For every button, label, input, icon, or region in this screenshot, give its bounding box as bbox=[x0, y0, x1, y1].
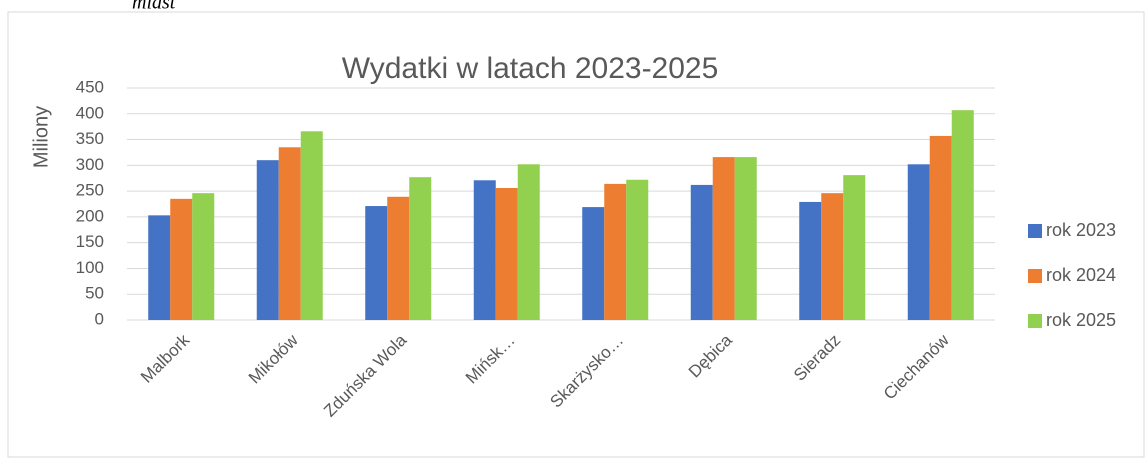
y-tick-label: 450 bbox=[76, 77, 104, 96]
y-tick-label: 400 bbox=[76, 103, 104, 122]
bar bbox=[843, 175, 866, 320]
y-tick-label: 100 bbox=[76, 258, 104, 277]
y-tick-label: 50 bbox=[85, 284, 104, 303]
y-tick-label: 300 bbox=[76, 155, 104, 174]
bar bbox=[907, 164, 930, 320]
bar bbox=[517, 164, 540, 320]
legend-swatch bbox=[1028, 314, 1042, 328]
legend-swatch bbox=[1028, 224, 1042, 238]
legend-label: rok 2024 bbox=[1046, 265, 1116, 285]
bar bbox=[170, 198, 193, 320]
bar bbox=[690, 184, 713, 320]
bar bbox=[409, 177, 432, 320]
bar bbox=[734, 157, 757, 320]
bar bbox=[626, 179, 649, 320]
bar bbox=[582, 207, 605, 320]
bar bbox=[495, 188, 518, 320]
legend-swatch bbox=[1028, 269, 1042, 283]
bar bbox=[278, 147, 301, 320]
caption: miast bbox=[132, 0, 176, 14]
bar bbox=[604, 183, 627, 320]
bar bbox=[929, 135, 952, 320]
y-tick-label: 150 bbox=[76, 232, 104, 251]
bar bbox=[799, 201, 822, 320]
bar bbox=[387, 196, 410, 320]
y-axis-label: Miliony bbox=[30, 106, 52, 168]
legend-label: rok 2025 bbox=[1046, 310, 1116, 330]
bar bbox=[365, 206, 388, 320]
bar bbox=[473, 180, 496, 320]
bar bbox=[300, 131, 323, 320]
y-tick-label: 350 bbox=[76, 129, 104, 148]
y-tick-label: 0 bbox=[95, 309, 104, 328]
bar bbox=[712, 157, 735, 320]
bar bbox=[192, 193, 215, 320]
bar bbox=[148, 215, 171, 320]
y-tick-label: 200 bbox=[76, 206, 104, 225]
legend-label: rok 2023 bbox=[1046, 220, 1116, 240]
y-tick-label: 250 bbox=[76, 181, 104, 200]
bar bbox=[951, 110, 974, 321]
bar bbox=[256, 160, 279, 320]
chart-title: Wydatki w latach 2023-2025 bbox=[342, 52, 719, 85]
bar bbox=[821, 193, 844, 320]
